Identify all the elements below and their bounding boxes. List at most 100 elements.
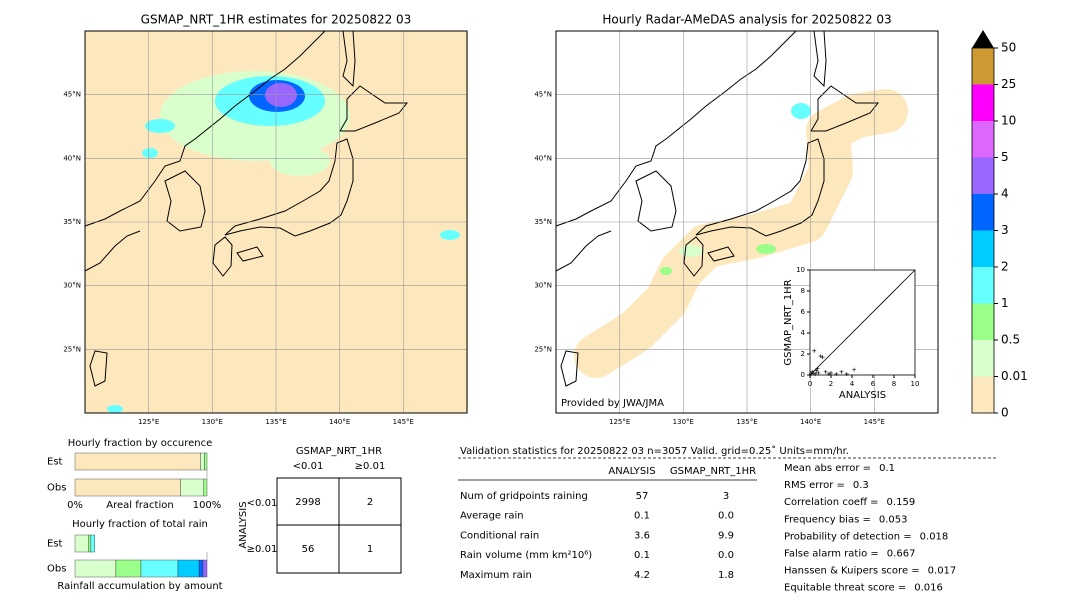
lat-label: 30°N <box>534 282 552 290</box>
score-label: False alarm ratio = <box>784 549 879 560</box>
x-tick-label: 0% <box>67 500 83 511</box>
bar-segment <box>74 559 117 578</box>
lat-label: 40°N <box>534 154 552 162</box>
bar-segment <box>74 452 201 471</box>
lon-label: 145°E <box>864 418 885 426</box>
point <box>820 355 825 360</box>
bar-segment <box>87 534 92 553</box>
lon-label: 135°E <box>736 418 757 426</box>
colorbar-segment <box>972 340 994 377</box>
lat-label: 40°N <box>63 154 81 162</box>
x-tick-label: 10 <box>911 380 920 388</box>
lat-label: 45°N <box>534 91 552 99</box>
colorbar-label: 25 <box>1001 77 1016 91</box>
x-tick-label: 2 <box>829 380 833 388</box>
point <box>839 369 844 374</box>
colorbar-segment <box>972 303 994 340</box>
score-label: Probability of detection = <box>784 531 912 542</box>
x-tick-label: 8 <box>892 380 896 388</box>
bar-segment <box>74 478 181 497</box>
stat-label: Rain volume (mm km²10⁶) <box>460 550 592 561</box>
score-value: 0.667 <box>887 549 916 560</box>
stat-label: Maximum rain <box>460 570 532 581</box>
map-frame <box>84 30 468 414</box>
bar-segment <box>180 478 204 497</box>
colorbar-label: 5 <box>1001 150 1009 164</box>
stat-label: Num of gridpoints raining <box>460 491 588 502</box>
stat-value: 0.0 <box>718 511 734 522</box>
colorbar-segment <box>972 121 994 158</box>
col-header: <0.01 <box>293 461 324 472</box>
lat-label: 35°N <box>63 218 81 226</box>
score-value: 0.017 <box>928 566 957 577</box>
colorbar-segment <box>972 157 994 194</box>
score-value: 0.1 <box>879 463 895 474</box>
lon-label: 140°E <box>329 418 350 426</box>
x-tick-label: 100% <box>193 500 222 511</box>
y-tick-label: 8 <box>801 287 805 295</box>
score-label: Hanssen & Kuipers score = <box>784 566 920 577</box>
score-label: RMS error = <box>784 480 845 491</box>
lon-label: 130°E <box>673 418 694 426</box>
y-tick-label: 0 <box>801 371 805 379</box>
lon-label: 130°E <box>202 418 223 426</box>
point <box>852 367 857 372</box>
point <box>829 370 833 375</box>
bar-segment <box>204 452 208 471</box>
point <box>812 348 817 353</box>
table-cell: 2 <box>367 497 373 508</box>
score-label: Frequency bias = <box>784 514 871 525</box>
score-label: Correlation coeff = <box>784 497 879 508</box>
colorbar-segment <box>972 376 994 413</box>
point <box>814 368 819 373</box>
row-header: <0.01 <box>247 498 278 509</box>
colorbar-label: 0.01 <box>1001 369 1028 383</box>
colorbar-label: 50 <box>1001 41 1016 55</box>
row-label: Est <box>47 457 63 468</box>
row-header: ≥0.01 <box>247 544 278 555</box>
lon-label: 125°E <box>138 418 159 426</box>
bar-segment <box>202 559 208 578</box>
bar-segment <box>140 559 179 578</box>
point <box>844 371 849 376</box>
point <box>815 366 820 371</box>
colorbar-segment <box>972 194 994 231</box>
bar-segment <box>115 559 142 578</box>
stat-value: 0.1 <box>634 511 650 522</box>
colorbar-label: 1 <box>1001 296 1009 310</box>
bar-segment <box>90 534 95 553</box>
col-header: ANALYSIS <box>608 466 655 477</box>
colorbar-segment <box>972 267 994 304</box>
point <box>813 371 818 376</box>
stat-value: 0.1 <box>634 550 650 561</box>
table-cell: 56 <box>302 544 315 555</box>
point <box>823 369 828 374</box>
bar-segment <box>203 478 208 497</box>
x-tick-label: 0 <box>808 380 812 388</box>
stat-value: 9.9 <box>718 530 734 541</box>
point <box>809 371 814 376</box>
stat-value: 3.6 <box>634 530 650 541</box>
score-value: 0.3 <box>853 480 869 491</box>
table-cell: 1 <box>367 544 373 555</box>
score-label: Equitable threat score = <box>784 583 906 594</box>
colorbar-label: 4 <box>1001 187 1009 201</box>
point <box>818 354 823 359</box>
x-axis-label: Rainfall accumulation by amount <box>57 581 222 592</box>
validation-title: Validation statistics for 20250822 03 n=… <box>460 445 849 457</box>
x-axis-label: ANALYSIS <box>839 390 886 401</box>
colorbar-label: 10 <box>1001 114 1016 128</box>
colorbar-label: 3 <box>1001 223 1009 237</box>
map-frame <box>555 30 939 414</box>
colorbar-extend <box>972 30 994 48</box>
y-tick-label: 6 <box>801 308 806 316</box>
row-label: Obs <box>47 564 66 575</box>
lat-label: 30°N <box>63 282 81 290</box>
lat-label: 25°N <box>63 345 81 353</box>
score-value: 0.159 <box>887 497 916 508</box>
stat-value: 3 <box>723 491 729 502</box>
x-tick-label: 6 <box>871 380 876 388</box>
map-title: Hourly Radar-AMeDAS analysis for 2025082… <box>602 13 891 27</box>
lon-label: 145°E <box>393 418 414 426</box>
